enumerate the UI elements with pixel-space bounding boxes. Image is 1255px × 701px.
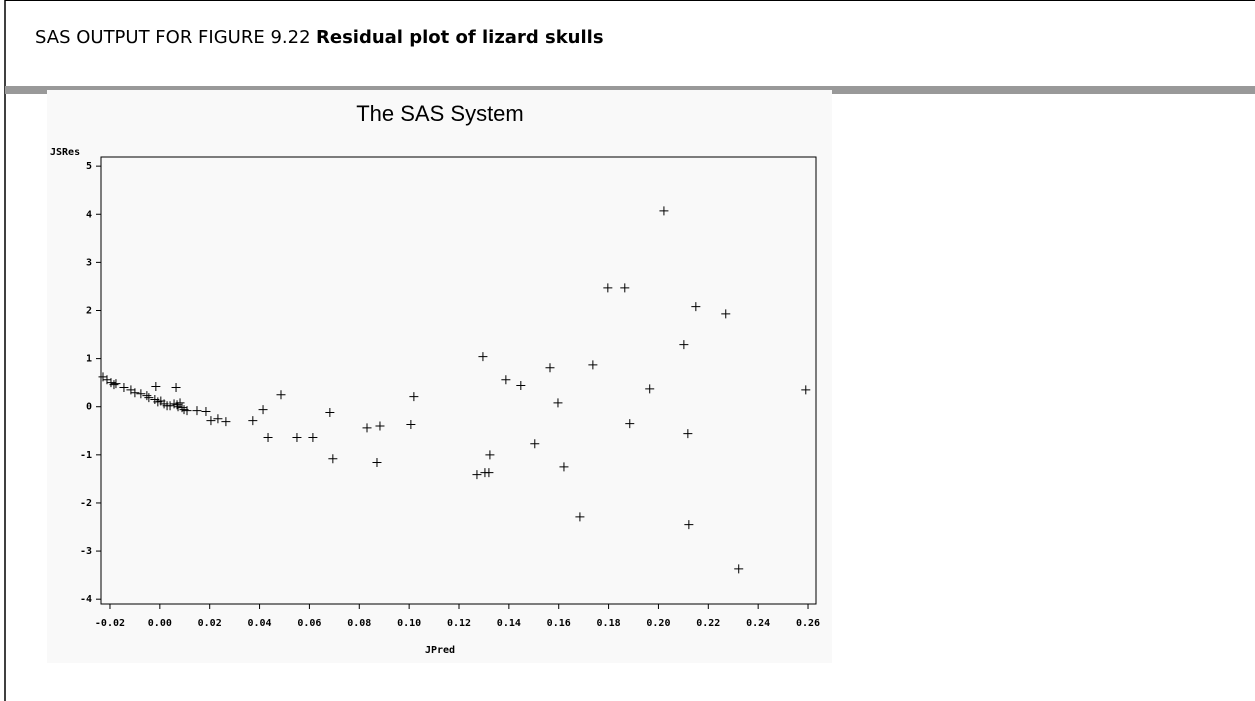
y-tick-label: -1 — [80, 450, 92, 461]
point — [221, 417, 231, 427]
point — [659, 206, 669, 216]
point — [136, 389, 146, 399]
point — [362, 423, 372, 433]
x-tick-label: 0.24 — [746, 618, 770, 629]
y-tick-label: -2 — [80, 498, 92, 509]
point — [545, 363, 555, 373]
x-tick-label: 0.08 — [347, 618, 371, 629]
point — [308, 433, 318, 443]
point — [501, 375, 511, 385]
y-tick-label: 1 — [86, 354, 92, 365]
point — [485, 450, 495, 460]
point — [721, 309, 731, 319]
plot-panel — [47, 90, 832, 663]
point — [683, 429, 693, 439]
y-tick-label: 0 — [86, 402, 92, 413]
point — [603, 283, 613, 293]
point — [409, 392, 419, 402]
x-tick-label: 0.20 — [646, 618, 670, 629]
point — [620, 283, 630, 293]
point — [406, 420, 416, 430]
point — [151, 382, 161, 392]
y-tick-label: 3 — [86, 257, 92, 268]
point — [263, 433, 273, 443]
point — [575, 512, 585, 522]
y-tick-label: -4 — [80, 594, 92, 605]
point — [109, 380, 119, 390]
point — [192, 406, 202, 416]
point — [325, 407, 335, 417]
point — [625, 419, 635, 429]
header-title: Residual plot of lizard skulls — [316, 27, 604, 48]
point — [553, 398, 563, 408]
point — [588, 360, 598, 370]
point — [559, 462, 569, 472]
point — [130, 388, 140, 398]
point — [679, 340, 689, 350]
point — [691, 302, 701, 312]
point — [484, 468, 494, 478]
point — [372, 458, 382, 468]
point — [175, 398, 185, 408]
y-tick-label: 5 — [86, 161, 92, 172]
x-tick-label: 0.12 — [447, 618, 471, 629]
y-tick-label: 4 — [86, 209, 92, 220]
point — [177, 403, 187, 413]
point — [530, 439, 540, 449]
point — [171, 382, 181, 392]
x-axis-label: JPred — [425, 645, 455, 656]
point — [684, 520, 694, 530]
point — [144, 393, 154, 403]
point — [165, 401, 175, 411]
x-tick-label: 0.02 — [198, 618, 222, 629]
point — [472, 470, 482, 480]
point — [258, 405, 268, 415]
point — [645, 384, 655, 394]
x-tick-label: 0.22 — [696, 618, 720, 629]
x-tick-label: 0.06 — [297, 618, 321, 629]
x-tick-label: 0.18 — [597, 618, 621, 629]
point — [516, 381, 526, 391]
header-label: SAS OUTPUT FOR FIGURE 9.22 — [35, 27, 311, 48]
point — [111, 379, 121, 389]
y-tick-label: -3 — [80, 546, 92, 557]
point — [328, 454, 338, 464]
y-axis-label: JSRes — [50, 147, 80, 158]
point — [248, 416, 258, 426]
point — [142, 391, 152, 401]
point — [213, 414, 223, 424]
x-tick-label: 0.26 — [796, 618, 820, 629]
point — [801, 385, 811, 395]
x-tick-label: 0.14 — [497, 618, 521, 629]
x-tick-label: 0.04 — [248, 618, 272, 629]
point — [182, 406, 192, 416]
x-tick-label: 0.10 — [397, 618, 421, 629]
chart-title: The SAS System — [356, 101, 524, 126]
point — [173, 402, 183, 412]
point — [734, 564, 744, 574]
point — [276, 390, 286, 400]
point — [292, 433, 302, 443]
x-tick-label: -0.02 — [95, 618, 125, 629]
point — [375, 421, 385, 431]
point — [478, 352, 488, 362]
y-tick-label: 2 — [86, 305, 92, 316]
x-tick-label: 0.16 — [547, 618, 571, 629]
x-tick-label: 0.00 — [148, 618, 172, 629]
point — [201, 407, 211, 417]
point — [119, 382, 129, 392]
point — [206, 416, 216, 426]
